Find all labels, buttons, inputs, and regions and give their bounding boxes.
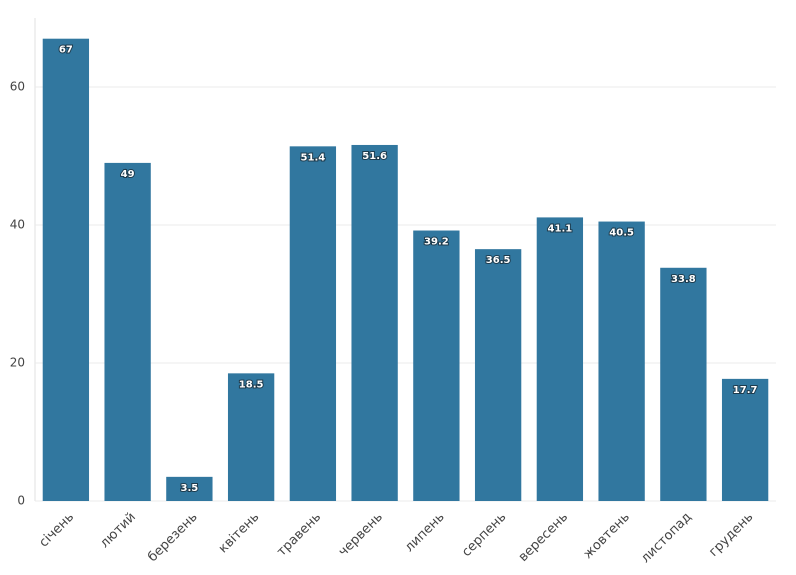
y-tick-label: 60 bbox=[10, 80, 25, 94]
x-tick-label: лютий bbox=[97, 510, 139, 552]
value-label: 39.2 bbox=[424, 237, 449, 248]
bar bbox=[721, 378, 769, 501]
value-label: 40.5 bbox=[609, 228, 634, 239]
value-label: 51.4 bbox=[301, 152, 326, 163]
x-tick-label: грудень bbox=[706, 510, 756, 560]
value-label: 49 bbox=[121, 169, 135, 180]
value-label: 67 bbox=[59, 45, 73, 56]
x-tick-label: березень bbox=[145, 510, 200, 565]
x-tick-label: травень bbox=[274, 510, 324, 560]
bar bbox=[227, 373, 275, 501]
x-tick-label: жовтень bbox=[581, 510, 633, 562]
x-tick-label: серпень bbox=[459, 510, 509, 560]
value-label: 36.5 bbox=[486, 255, 511, 266]
bar bbox=[598, 221, 645, 502]
x-tick-label: листопад bbox=[638, 510, 694, 566]
value-label: 3.5 bbox=[181, 483, 199, 494]
bar bbox=[536, 217, 584, 501]
x-tick-label: вересень bbox=[516, 510, 571, 565]
value-label: 41.1 bbox=[548, 223, 573, 234]
value-label: 33.8 bbox=[671, 274, 696, 285]
bar bbox=[289, 146, 337, 501]
bar bbox=[474, 249, 522, 501]
value-label: 51.6 bbox=[362, 151, 387, 162]
bar bbox=[660, 267, 707, 501]
y-tick-label: 0 bbox=[17, 494, 25, 508]
bar bbox=[104, 162, 151, 501]
y-tick-label: 20 bbox=[10, 356, 25, 370]
bar bbox=[42, 38, 90, 501]
bar bbox=[413, 230, 460, 501]
x-tick-label: червень bbox=[336, 510, 386, 560]
value-label: 17.7 bbox=[733, 385, 758, 396]
x-tick-label: січень bbox=[36, 510, 77, 551]
value-label: 18.5 bbox=[239, 379, 264, 390]
x-tick-label: квітень bbox=[216, 510, 263, 557]
bar bbox=[166, 476, 213, 501]
y-tick-label: 40 bbox=[10, 218, 25, 232]
x-tick-label: липень bbox=[402, 510, 448, 556]
bar bbox=[351, 144, 398, 501]
